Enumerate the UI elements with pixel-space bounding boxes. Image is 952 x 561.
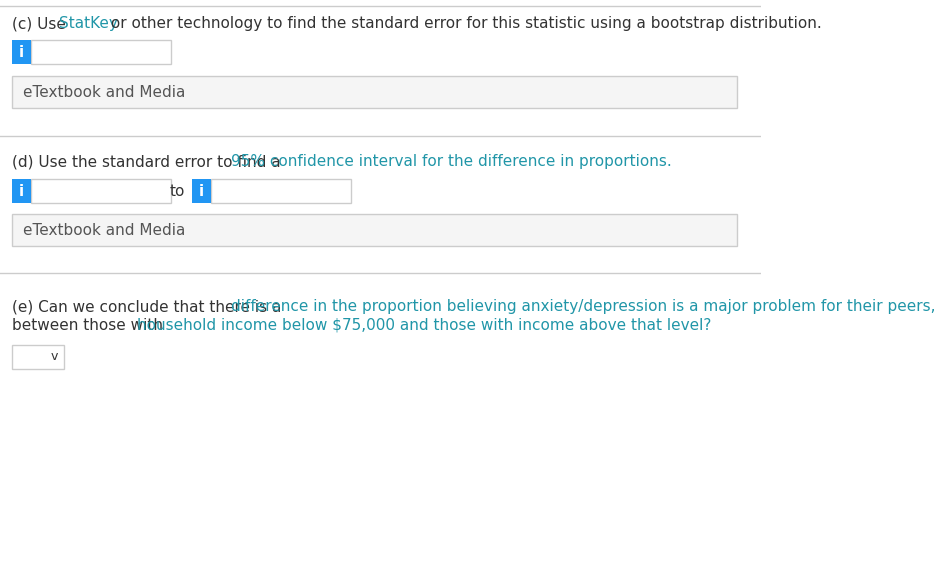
Text: StatKey: StatKey <box>59 16 118 31</box>
Text: (e) Can we conclude that there is a: (e) Can we conclude that there is a <box>12 299 287 314</box>
FancyBboxPatch shape <box>31 179 171 203</box>
Text: or other technology to find the standard error for this statistic using a bootst: or other technology to find the standard… <box>106 16 822 31</box>
Text: difference in the proportion believing anxiety/depression is a major problem for: difference in the proportion believing a… <box>231 299 936 314</box>
FancyBboxPatch shape <box>12 345 64 369</box>
Text: (d) Use the standard error to find a: (d) Use the standard error to find a <box>12 154 286 169</box>
FancyBboxPatch shape <box>12 76 737 108</box>
FancyBboxPatch shape <box>192 179 211 203</box>
Text: 95% confidence interval for the difference in proportions.: 95% confidence interval for the differen… <box>230 154 671 169</box>
FancyBboxPatch shape <box>211 179 351 203</box>
Text: i: i <box>19 183 24 199</box>
Text: between those with: between those with <box>12 318 168 333</box>
FancyBboxPatch shape <box>12 214 737 246</box>
Text: to: to <box>169 183 186 199</box>
FancyBboxPatch shape <box>12 40 31 64</box>
Text: (c) Use: (c) Use <box>12 16 70 31</box>
Text: v: v <box>50 351 58 364</box>
FancyBboxPatch shape <box>31 40 171 64</box>
Text: i: i <box>19 44 24 59</box>
Text: i: i <box>199 183 204 199</box>
Text: eTextbook and Media: eTextbook and Media <box>23 223 186 237</box>
FancyBboxPatch shape <box>12 179 31 203</box>
Text: eTextbook and Media: eTextbook and Media <box>23 85 186 99</box>
Text: household income below $75,000 and those with income above that level?: household income below $75,000 and those… <box>137 318 711 333</box>
